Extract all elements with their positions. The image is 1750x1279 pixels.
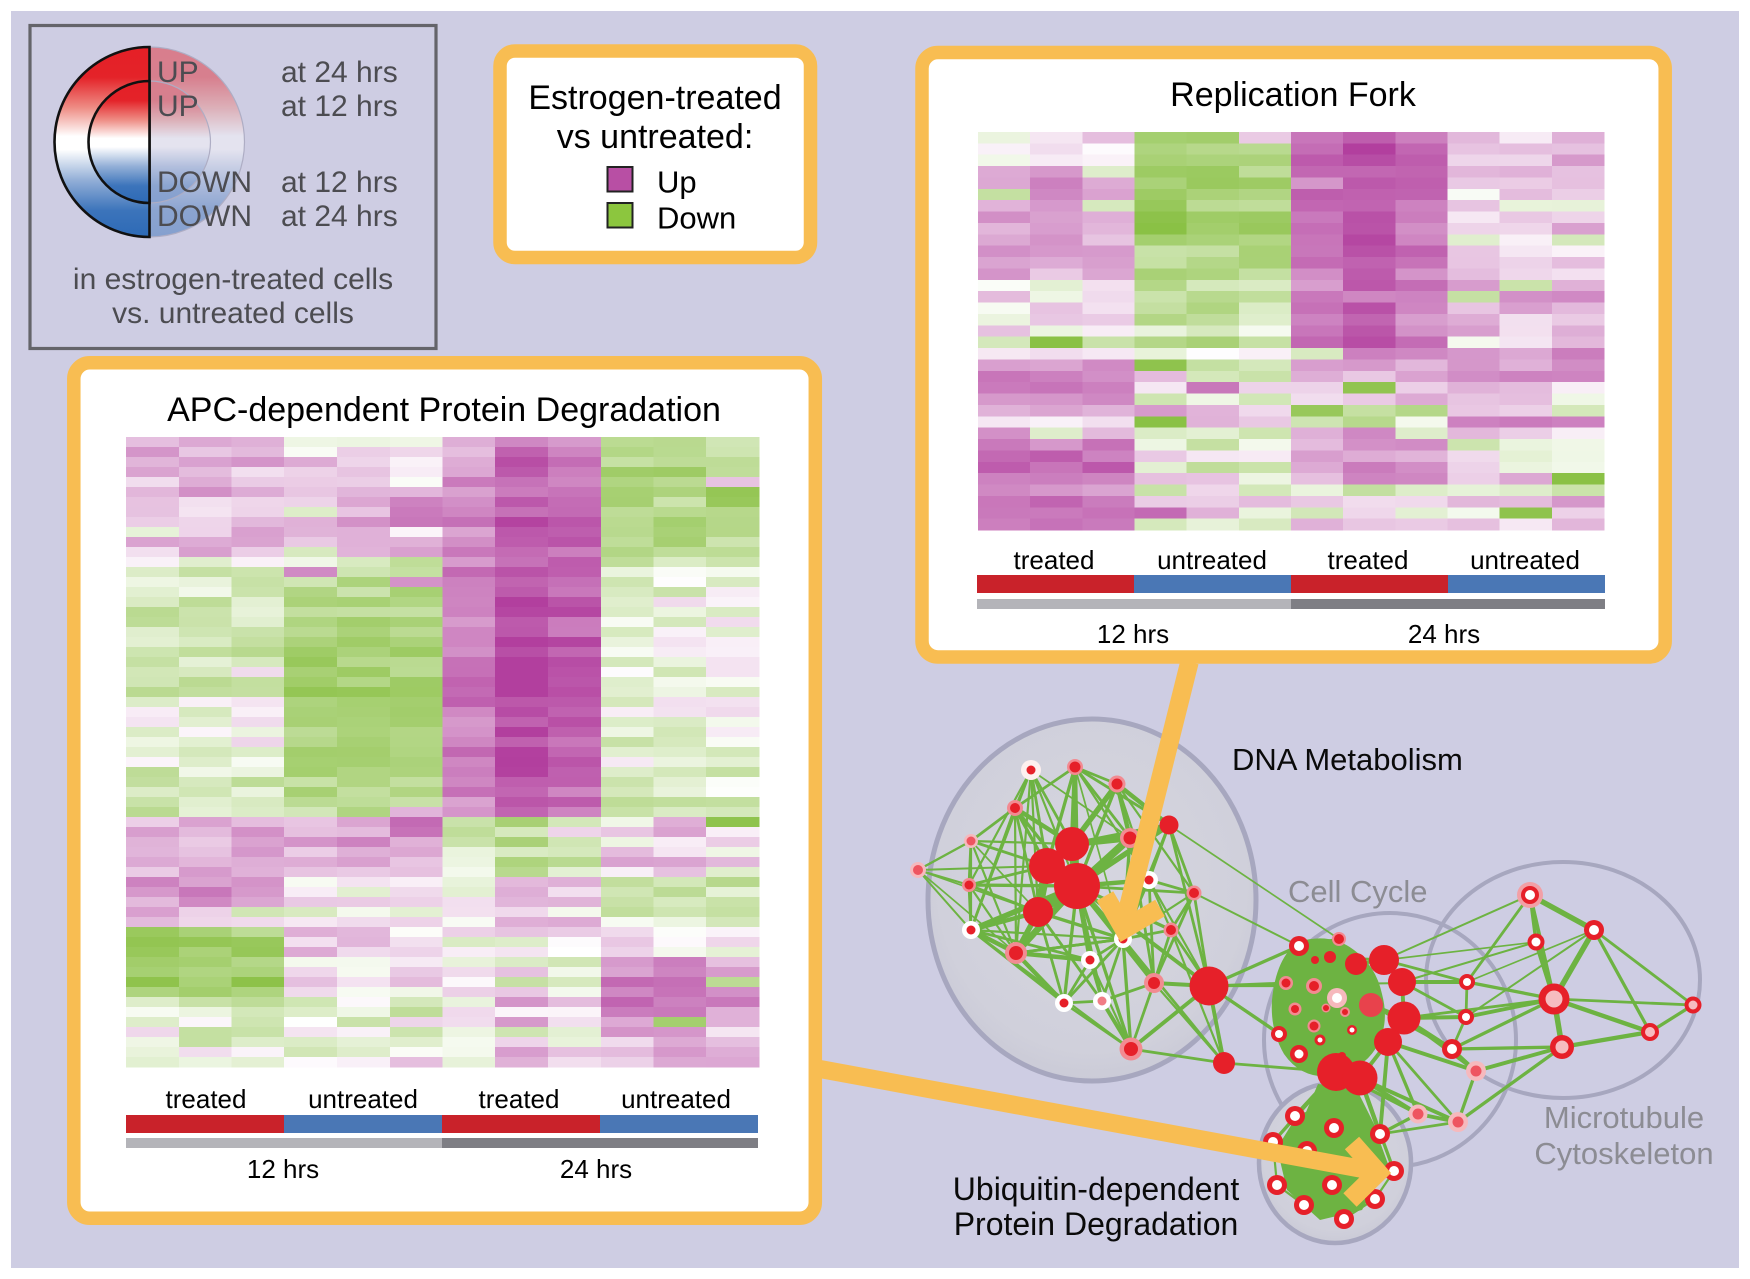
svg-text:24 hrs: 24 hrs	[560, 1154, 632, 1184]
svg-text:at 24 hrs: at 24 hrs	[281, 200, 398, 233]
svg-text:treated: treated	[1328, 545, 1409, 575]
svg-text:at 12 hrs: at 12 hrs	[281, 166, 398, 199]
svg-text:UP: UP	[157, 56, 199, 89]
svg-text:Cell Cycle: Cell Cycle	[1288, 874, 1428, 909]
svg-text:DOWN: DOWN	[157, 166, 252, 199]
svg-text:APC-dependent Protein Degradat: APC-dependent Protein Degradation	[167, 391, 721, 429]
svg-text:Replication Fork: Replication Fork	[1170, 76, 1417, 114]
svg-text:Estrogen-treated: Estrogen-treated	[528, 79, 781, 117]
svg-text:untreated: untreated	[621, 1084, 731, 1114]
svg-text:treated: treated	[1014, 545, 1095, 575]
svg-text:in estrogen-treated cells: in estrogen-treated cells	[73, 263, 393, 296]
svg-text:DNA Metabolism: DNA Metabolism	[1232, 742, 1463, 777]
svg-text:Microtubule: Microtubule	[1544, 1100, 1704, 1135]
svg-text:treated: treated	[166, 1084, 247, 1114]
svg-text:vs. untreated cells: vs. untreated cells	[112, 297, 354, 330]
svg-text:vs untreated:: vs untreated:	[557, 118, 754, 156]
svg-text:untreated: untreated	[308, 1084, 418, 1114]
svg-text:Protein Degradation: Protein Degradation	[954, 1206, 1239, 1242]
svg-text:Ubiquitin-dependent: Ubiquitin-dependent	[953, 1171, 1240, 1207]
svg-text:untreated: untreated	[1157, 545, 1267, 575]
svg-text:treated: treated	[479, 1084, 560, 1114]
svg-text:12 hrs: 12 hrs	[1097, 619, 1169, 649]
svg-text:DOWN: DOWN	[157, 200, 252, 233]
svg-text:UP: UP	[157, 90, 199, 123]
svg-text:Down: Down	[657, 201, 736, 236]
svg-text:at 12 hrs: at 12 hrs	[281, 90, 398, 123]
svg-text:12 hrs: 12 hrs	[247, 1154, 319, 1184]
svg-text:Up: Up	[657, 165, 697, 200]
svg-text:24 hrs: 24 hrs	[1408, 619, 1480, 649]
svg-text:Cytoskeleton: Cytoskeleton	[1534, 1136, 1713, 1171]
svg-text:untreated: untreated	[1470, 545, 1580, 575]
svg-text:at 24 hrs: at 24 hrs	[281, 56, 398, 89]
